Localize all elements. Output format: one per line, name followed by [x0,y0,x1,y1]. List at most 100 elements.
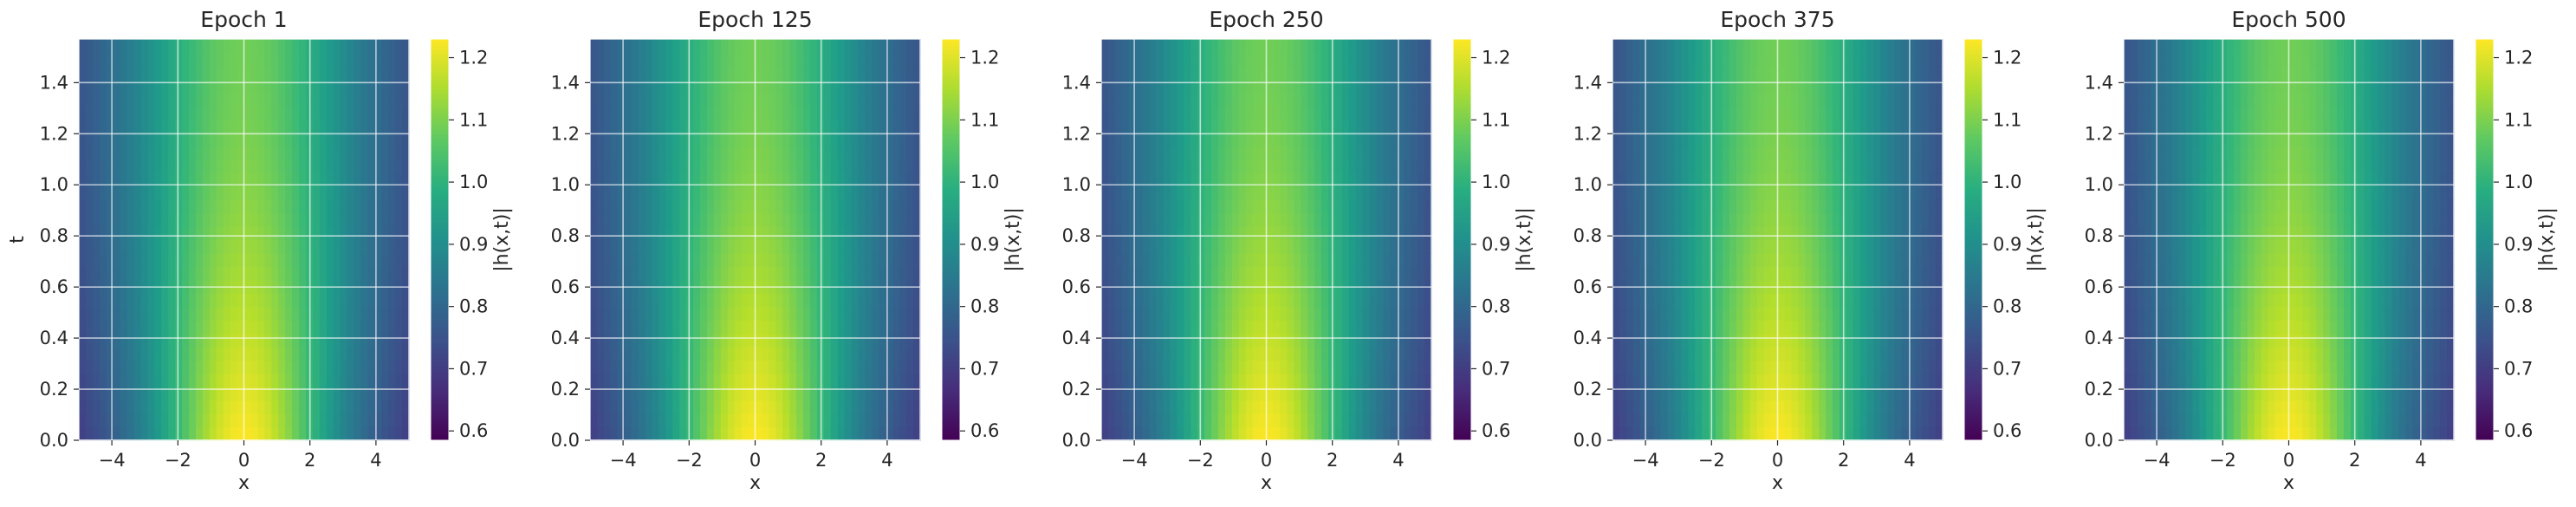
heatmap-cell [1156,252,1165,268]
heatmap-cell [1424,387,1432,401]
heatmap-cell [1101,106,1109,120]
heatmap-cell [285,52,293,67]
heatmap-cell [257,252,266,268]
heatmap-cell [1163,320,1171,335]
heatmap-cell [79,199,87,214]
heatmap-cell [803,106,811,120]
heatmap-cell [1238,373,1247,387]
heatmap-cell [1231,133,1240,147]
heatmap-cell [99,226,107,241]
heatmap-cell [1273,226,1282,241]
heatmap-cell [1156,65,1165,80]
heatmap-cell [1252,92,1261,107]
heatmap-cell [1660,333,1669,348]
heatmap-cell [1142,266,1151,281]
heatmap-cell [1729,373,1737,387]
heatmap-cell [913,65,921,80]
heatmap-cell [402,106,410,120]
heatmap-cell [1101,39,1109,54]
heatmap-cell [1252,39,1261,54]
heatmap-cell [638,346,646,361]
heatmap-cell [769,199,777,214]
heatmap-cell [354,212,362,227]
heatmap-cell [216,252,224,268]
heatmap-cell [1819,320,1827,335]
heatmap-cell [1307,79,1315,94]
heatmap-cell [741,320,749,335]
heatmap-cell [624,266,633,281]
heatmap-cell [92,199,101,214]
colorbar-tick-label: 1.0 [459,172,488,192]
heatmap-cell [755,252,763,268]
heatmap-cell [1287,373,1294,387]
heatmap-cell [120,65,128,80]
heatmap-cell [590,333,598,348]
heatmap-cell [1156,293,1165,308]
heatmap-cell [1245,373,1254,387]
heatmap-cell [381,133,389,147]
heatmap-cell [99,39,107,54]
heatmap-cell [1184,387,1191,401]
heatmap-cell [326,199,334,214]
heatmap-cell [1859,373,1868,387]
heatmap-cell [769,52,777,67]
colorbar-tick-label: 1.1 [459,109,488,130]
heatmap-cell [1204,320,1212,335]
heatmap-cell [1397,333,1405,348]
heatmap-cell [1238,320,1247,335]
heatmap-cell [347,400,355,414]
heatmap-cell [1204,52,1212,67]
heatmap-cell [851,360,860,374]
heatmap-cell [1404,133,1411,147]
heatmap-cell [720,199,729,214]
heatmap-cell [223,52,231,67]
heatmap-cell [1135,172,1144,187]
heatmap-cell [223,413,231,428]
heatmap-cell [1667,400,1676,414]
heatmap-cell [624,106,633,120]
heatmap-cell [1231,119,1240,133]
heatmap-cell [1184,346,1191,361]
heatmap-cell [1163,185,1171,200]
heatmap-cell [1224,52,1233,67]
heatmap-cell [1197,252,1205,268]
heatmap-cell [354,373,362,387]
heatmap-cell [872,133,880,147]
heatmap-cell [1798,373,1806,387]
heatmap-cell [1397,79,1405,94]
heatmap-cell [1231,65,1240,80]
heatmap-cell [243,252,252,268]
heatmap-cell [1135,79,1144,94]
heatmap-cell [782,159,790,174]
heatmap-cell [230,146,238,160]
heatmap-cell [1245,387,1254,401]
heatmap-cell [1128,65,1137,80]
heatmap-cell [175,39,183,54]
heatmap-cell [1922,387,1930,401]
heatmap-cell [1101,239,1109,254]
heatmap-cell [693,146,701,160]
heatmap-cell [147,346,156,361]
heatmap-cell [892,133,900,147]
heatmap-cell [672,360,680,374]
heatmap-cell [1873,387,1882,401]
heatmap-cell [1784,426,1793,441]
heatmap-cell [175,293,183,308]
heatmap-cell [202,360,211,374]
heatmap-cell [734,333,743,348]
heatmap-cell [92,293,101,308]
heatmap-cell [865,133,873,147]
heatmap-cell [85,333,94,348]
heatmap-cell [264,360,272,374]
heatmap-cell [769,293,777,308]
heatmap-cell [1156,226,1165,241]
heatmap-cell [1742,360,1751,374]
heatmap-cell [1135,360,1144,374]
heatmap-cell [354,52,362,67]
heatmap-cell [1287,387,1294,401]
heatmap-cell [631,65,639,80]
heatmap-cell [1114,146,1123,160]
heatmap-cell [250,133,259,147]
heatmap-cell [1404,119,1411,133]
heatmap-cell [755,400,763,414]
